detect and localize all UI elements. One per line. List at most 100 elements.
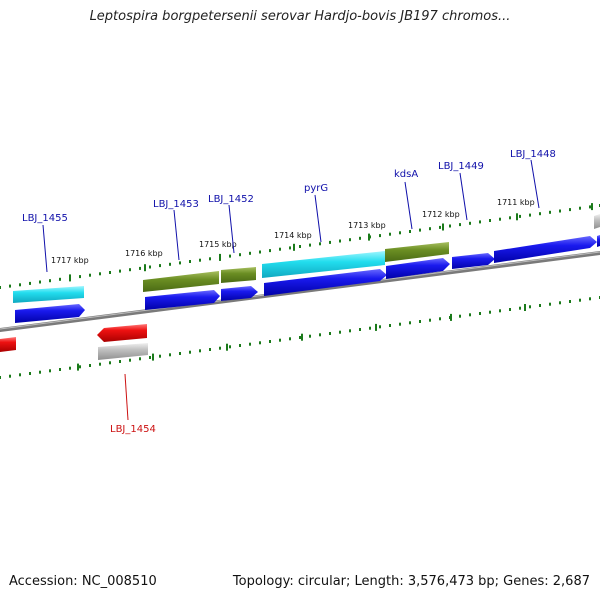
gene-LBJ_1449[interactable] — [452, 253, 495, 269]
minor-tick — [549, 302, 551, 306]
minor-tick — [259, 250, 261, 254]
minor-tick — [179, 261, 181, 265]
label-leader-LBJ_1449 — [459, 172, 468, 221]
outer-tick-track — [0, 203, 600, 289]
minor-tick — [149, 356, 151, 359]
gene-LBJ_1454-cds[interactable] — [98, 343, 148, 360]
minor-tick — [259, 341, 261, 345]
label-leader-LBJ_1455 — [42, 224, 48, 273]
gene-pyrG-cds[interactable] — [262, 251, 385, 278]
gene-LBJ_1454[interactable] — [97, 324, 147, 342]
minor-tick — [0, 376, 1, 379]
gene-label-pyrG[interactable]: pyrG — [304, 183, 328, 194]
minor-tick — [159, 354, 161, 358]
gene-label-LBJ_1455[interactable]: LBJ_1455 — [22, 213, 68, 224]
major-tick — [375, 323, 377, 331]
gene-LBJ_1453-cds[interactable] — [143, 271, 219, 292]
minor-tick — [209, 348, 211, 351]
minor-tick — [89, 273, 91, 277]
major-tick — [442, 223, 444, 231]
major-tick — [144, 264, 146, 272]
gene-kdsA-cds[interactable] — [385, 242, 449, 262]
minor-tick — [129, 358, 131, 362]
gene-kdsA[interactable] — [386, 258, 450, 279]
minor-tick — [529, 305, 531, 309]
minor-tick — [419, 228, 421, 232]
major-tick — [226, 343, 228, 351]
tick-label: 1711 kbp — [497, 198, 535, 207]
gene-label-kdsA[interactable]: kdsA — [394, 169, 418, 180]
major-tick — [301, 333, 303, 341]
minor-tick — [279, 247, 281, 251]
major-tick — [77, 363, 79, 371]
minor-tick — [89, 364, 91, 367]
gene-label-LBJ_1452[interactable]: LBJ_1452 — [208, 194, 254, 205]
minor-tick — [329, 240, 331, 244]
minor-tick — [559, 301, 561, 305]
gene-offscreen-right[interactable] — [597, 235, 600, 247]
minor-tick — [229, 254, 231, 258]
minor-tick — [179, 352, 181, 355]
minor-tick — [389, 232, 391, 236]
gene-label-LBJ_1449[interactable]: LBJ_1449 — [438, 161, 484, 172]
minor-tick — [0, 286, 1, 289]
gene-offscreen-right-grey — [594, 214, 600, 229]
minor-tick — [309, 334, 311, 338]
minor-tick — [579, 206, 581, 210]
minor-tick — [459, 223, 461, 227]
minor-tick — [589, 205, 591, 209]
minor-tick — [489, 310, 491, 314]
minor-tick — [539, 212, 541, 216]
gene-LBJ_1455[interactable] — [15, 304, 85, 323]
gene-LBJ_1448[interactable] — [494, 236, 597, 263]
minor-tick — [469, 313, 471, 317]
minor-tick — [379, 325, 381, 329]
minor-tick — [9, 374, 11, 378]
minor-tick — [189, 350, 191, 354]
minor-tick — [99, 362, 101, 366]
feature-track — [0, 214, 600, 360]
backbone-line — [0, 251, 600, 332]
minor-tick — [549, 210, 551, 214]
minor-tick — [139, 266, 141, 270]
gene-pyrG[interactable] — [264, 269, 387, 296]
minor-tick — [319, 333, 321, 337]
minor-tick — [569, 208, 571, 212]
major-tick — [450, 313, 452, 321]
gene-LBJ_1453[interactable] — [145, 290, 220, 310]
minor-tick — [219, 346, 221, 350]
label-leader-LBJ_1453 — [173, 209, 180, 261]
minor-tick — [39, 280, 41, 284]
gene-label-LBJ_1448[interactable]: LBJ_1448 — [510, 149, 556, 160]
minor-tick — [29, 281, 31, 285]
gene-label-LBJ_1454[interactable]: LBJ_1454 — [110, 424, 156, 435]
genome-stats-text: Topology: circular; Length: 3,576,473 bp… — [232, 574, 590, 589]
minor-tick — [19, 283, 21, 287]
minor-tick — [369, 326, 371, 330]
major-tick — [368, 233, 370, 241]
minor-tick — [479, 312, 481, 315]
gene-label-LBJ_1453[interactable]: LBJ_1453 — [153, 199, 199, 210]
minor-tick — [119, 360, 121, 363]
gene-LBJ_1455-cds[interactable] — [13, 286, 84, 303]
gene-LBJ_1452-cds[interactable] — [221, 267, 256, 283]
minor-tick — [439, 317, 441, 321]
minor-tick — [149, 265, 151, 269]
gene-offscreen-left[interactable] — [0, 337, 16, 352]
minor-tick — [419, 320, 421, 323]
major-tick — [69, 274, 71, 282]
minor-tick — [439, 225, 441, 229]
tick-label: 1712 kbp — [422, 210, 460, 219]
minor-tick — [299, 245, 301, 248]
minor-tick — [199, 258, 201, 262]
minor-tick — [59, 368, 61, 371]
major-tick — [152, 353, 154, 361]
minor-tick — [469, 221, 471, 225]
minor-tick — [429, 227, 431, 231]
minor-tick — [289, 246, 291, 250]
gene-LBJ_1452[interactable] — [221, 286, 258, 301]
minor-tick — [349, 329, 351, 333]
tick-label-group: 1717 kbp 1716 kbp 1715 kbp 1714 kbp 1713… — [51, 198, 535, 265]
minor-tick — [519, 306, 521, 310]
minor-tick — [169, 262, 171, 266]
